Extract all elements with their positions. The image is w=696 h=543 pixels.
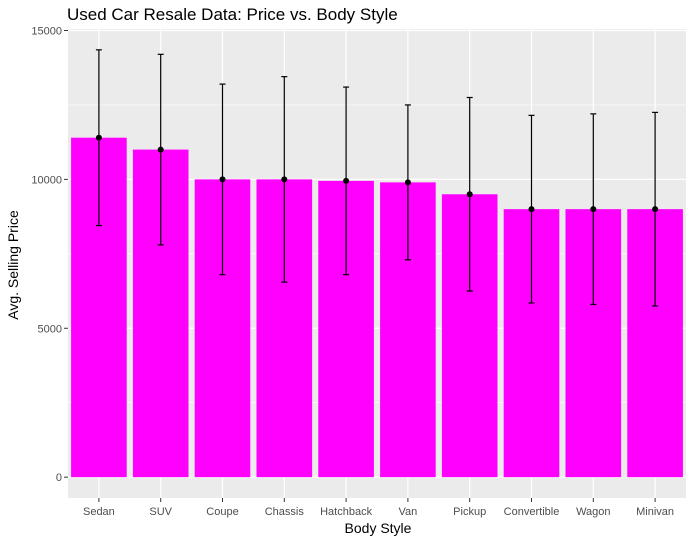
x-axis: Sedan SUV Coupe Chassis Hatchback Van Pickup Co…	[83, 498, 674, 518]
x-tick-label: Wagon	[576, 506, 610, 518]
mean-point-van	[404, 179, 411, 186]
mean-point-convertible	[528, 206, 535, 213]
x-tick-label: Minivan	[636, 506, 674, 518]
mean-point-hatchback	[343, 177, 350, 184]
x-tick-label: Chassis	[265, 506, 305, 518]
y-axis-title: Avg. Selling Price	[5, 210, 21, 320]
mean-point-minivan	[652, 206, 659, 213]
x-tick-label: Convertible	[504, 506, 560, 518]
x-tick-label: Hatchback	[320, 506, 372, 518]
mean-point-chassis	[281, 176, 288, 183]
x-tick-label: Van	[399, 506, 418, 518]
x-tick-label: Coupe	[206, 506, 238, 518]
mean-point-pickup	[466, 191, 473, 198]
y-tick-label: 5000	[38, 323, 62, 335]
mean-point-suv	[157, 146, 164, 153]
mean-points	[95, 134, 659, 213]
chart-title: Used Car Resale Data: Price vs. Body Sty…	[67, 5, 398, 24]
mean-point-wagon	[590, 206, 597, 213]
bars	[71, 137, 683, 478]
y-axis: 0 5000 10000 15000	[31, 25, 68, 484]
x-tick-label: SUV	[149, 506, 172, 518]
y-tick-label: 15000	[31, 25, 62, 37]
y-tick-label: 0	[56, 472, 62, 484]
x-axis-title: Body Style	[345, 520, 412, 536]
x-tick-label: Sedan	[83, 506, 115, 518]
y-tick-label: 10000	[31, 174, 62, 186]
mean-point-sedan	[95, 134, 102, 141]
mean-point-coupe	[219, 176, 226, 183]
x-tick-label: Pickup	[453, 506, 486, 518]
